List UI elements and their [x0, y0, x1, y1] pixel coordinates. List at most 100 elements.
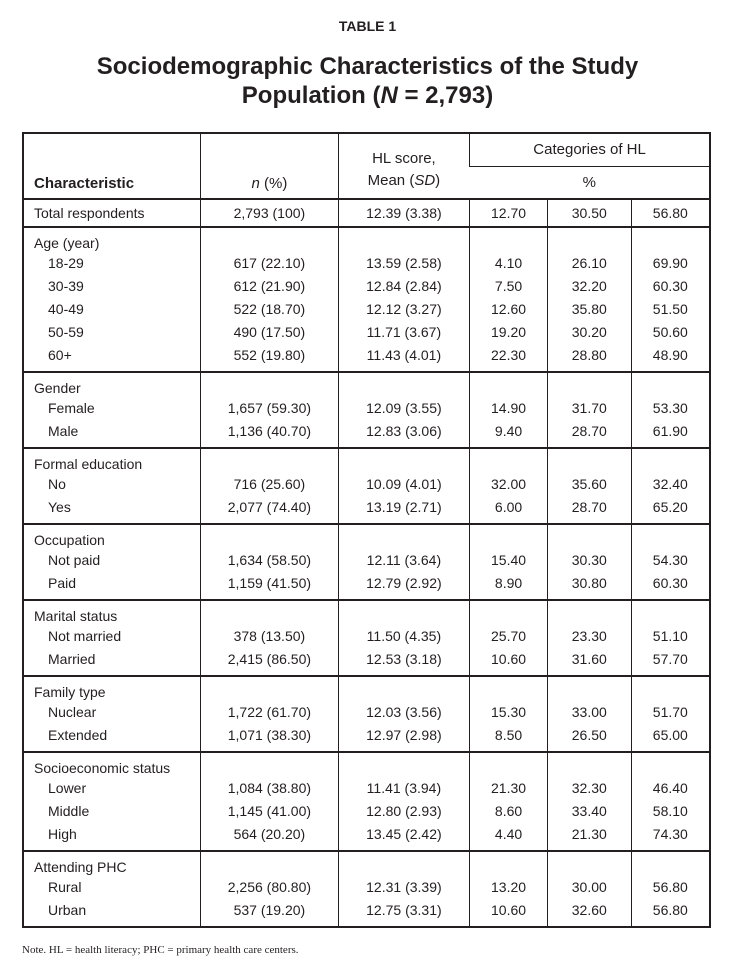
table-header: Characteristic n (%) HL score, Mean (SD) … [23, 133, 710, 200]
empty-cell [546, 746, 632, 752]
empty-cell [337, 366, 470, 372]
empty-cell [546, 845, 632, 851]
table-cell: 33.40 [546, 799, 632, 822]
table-row: Urban 537 (19.20) 12.75 (3.31) 10.60 32.60 56… [23, 898, 710, 921]
table-cell: 32.40 [630, 472, 710, 495]
table-row: Yes 2,077 (74.40) 13.19 (2.71) 6.00 28.70 65.… [23, 495, 710, 518]
empty-cell [469, 442, 548, 448]
table-cell: 13.45 (2.42) [337, 822, 470, 845]
empty-cell [630, 746, 710, 752]
table-cell: 28.70 [546, 495, 632, 518]
empty-cell [469, 524, 548, 548]
table-cell: 12.39 (3.38) [337, 199, 470, 227]
empty-cell [469, 746, 548, 752]
table-cell: 716 (25.60) [200, 472, 339, 495]
empty-cell [469, 845, 548, 851]
table-row: Lower 1,084 (38.80) 11.41 (3.94) 21.30 32.30… [23, 776, 710, 799]
table-cell: 26.10 [546, 251, 632, 274]
table-cell: 2,793 (100) [200, 199, 339, 227]
empty-cell [337, 518, 470, 524]
row-label: Male [48, 422, 79, 439]
table-cell: 61.90 [630, 419, 710, 442]
section-padding [23, 442, 710, 448]
section-padding [23, 921, 710, 927]
table-cell: 11.50 (4.35) [337, 624, 470, 647]
data-table: Characteristic n (%) HL score, Mean (SD) … [22, 132, 711, 928]
empty-cell [337, 851, 470, 875]
row-label: Socioeconomic status [34, 760, 171, 776]
table-cell: 11.43 (4.01) [337, 343, 470, 366]
row-label: Attending PHC [34, 859, 127, 875]
table-cell: 15.30 [469, 700, 548, 723]
table-cell: 12.75 (3.31) [337, 898, 470, 921]
empty-cell [630, 518, 710, 524]
table-cell: 53.30 [630, 396, 710, 419]
table-cell: 22.30 [469, 343, 548, 366]
table-cell: 10.09 (4.01) [337, 472, 470, 495]
empty-cell [337, 372, 470, 396]
table-cell: 21.30 [546, 822, 632, 845]
table-cell: 33.00 [546, 700, 632, 723]
table-row: High 564 (20.20) 13.45 (2.42) 4.40 21.30 74.3… [23, 822, 710, 845]
empty-cell [546, 600, 632, 624]
table-row: Not married 378 (13.50) 11.50 (4.35) 25.70 2… [23, 624, 710, 647]
empty-cell [630, 600, 710, 624]
column-header: % [469, 166, 710, 200]
table-cell: 26.50 [546, 723, 632, 746]
empty-cell [630, 594, 710, 600]
row-label: Extended [48, 726, 108, 743]
table-row: 30-39 612 (21.90) 12.84 (2.84) 7.50 32.20 60.… [23, 274, 710, 297]
row-label: Married [48, 650, 96, 667]
table-cell: 50.60 [630, 320, 710, 343]
empty-cell [546, 448, 632, 472]
table-row: Socioeconomic status [23, 752, 710, 776]
table-cell: 12.84 (2.84) [337, 274, 470, 297]
table-cell: 46.40 [630, 776, 710, 799]
empty-cell [630, 670, 710, 676]
empty-cell [630, 851, 710, 875]
table-row: Middle 1,145 (41.00) 12.80 (2.93) 8.60 33.40… [23, 799, 710, 822]
table-cell: 31.70 [546, 396, 632, 419]
header-row: Characteristic n (%) HL score, Mean (SD) … [23, 133, 710, 199]
empty-cell [200, 366, 339, 372]
empty-cell [546, 921, 632, 927]
header-row: % [23, 166, 710, 200]
table-row: Age (year) [23, 227, 710, 251]
empty-cell [337, 845, 470, 851]
table-row: Gender [23, 372, 710, 396]
row-label: Middle [48, 802, 90, 819]
table-cell: 32.20 [546, 274, 632, 297]
row-label: Paid [48, 574, 77, 591]
table-cell: 8.90 [469, 571, 548, 594]
table-cell: 32.60 [546, 898, 632, 921]
table-row: Paid 1,159 (41.50) 12.79 (2.92) 8.90 30.80 60… [23, 571, 710, 594]
table-row: Family type [23, 676, 710, 700]
table-row: 50-59 490 (17.50) 11.71 (3.67) 19.20 30.20 50… [23, 320, 710, 343]
table-cell: 11.71 (3.67) [337, 320, 470, 343]
row-label: 18-29 [48, 254, 84, 271]
table-cell: 19.20 [469, 320, 548, 343]
empty-cell [200, 518, 339, 524]
empty-cell [200, 746, 339, 752]
table-row: Married 2,415 (86.50) 12.53 (3.18) 10.60 31.… [23, 647, 710, 670]
table-cell: 617 (22.10) [200, 251, 339, 274]
header-text: ) [435, 172, 441, 189]
table-cell: 1,657 (59.30) [200, 396, 339, 419]
row-label: Female [48, 399, 95, 416]
table-section: Total respondents 2,793 (100) 12.39 (3.38)… [23, 199, 710, 227]
header-text: (%) [259, 175, 288, 192]
table-cell: 12.70 [469, 199, 548, 227]
empty-cell [630, 676, 710, 700]
table-cell: 1,722 (61.70) [200, 700, 339, 723]
table-row: Not paid 1,634 (58.50) 12.11 (3.64) 15.40 30… [23, 548, 710, 571]
empty-cell [630, 227, 710, 251]
row-label: No [48, 475, 66, 492]
row-label: Gender [34, 380, 81, 396]
table-cell: 564 (20.20) [200, 822, 339, 845]
table-cell: 612 (21.90) [200, 274, 339, 297]
table-section: Socioeconomic status Lower 1,084 (38.80) 11… [23, 752, 710, 851]
row-label: 50-59 [48, 323, 84, 340]
table-section: Gender Female 1,657 (59.30) 12.09 (3.55) 14.… [23, 372, 710, 448]
table-cell: 30.00 [546, 875, 632, 898]
empty-cell [469, 921, 548, 927]
